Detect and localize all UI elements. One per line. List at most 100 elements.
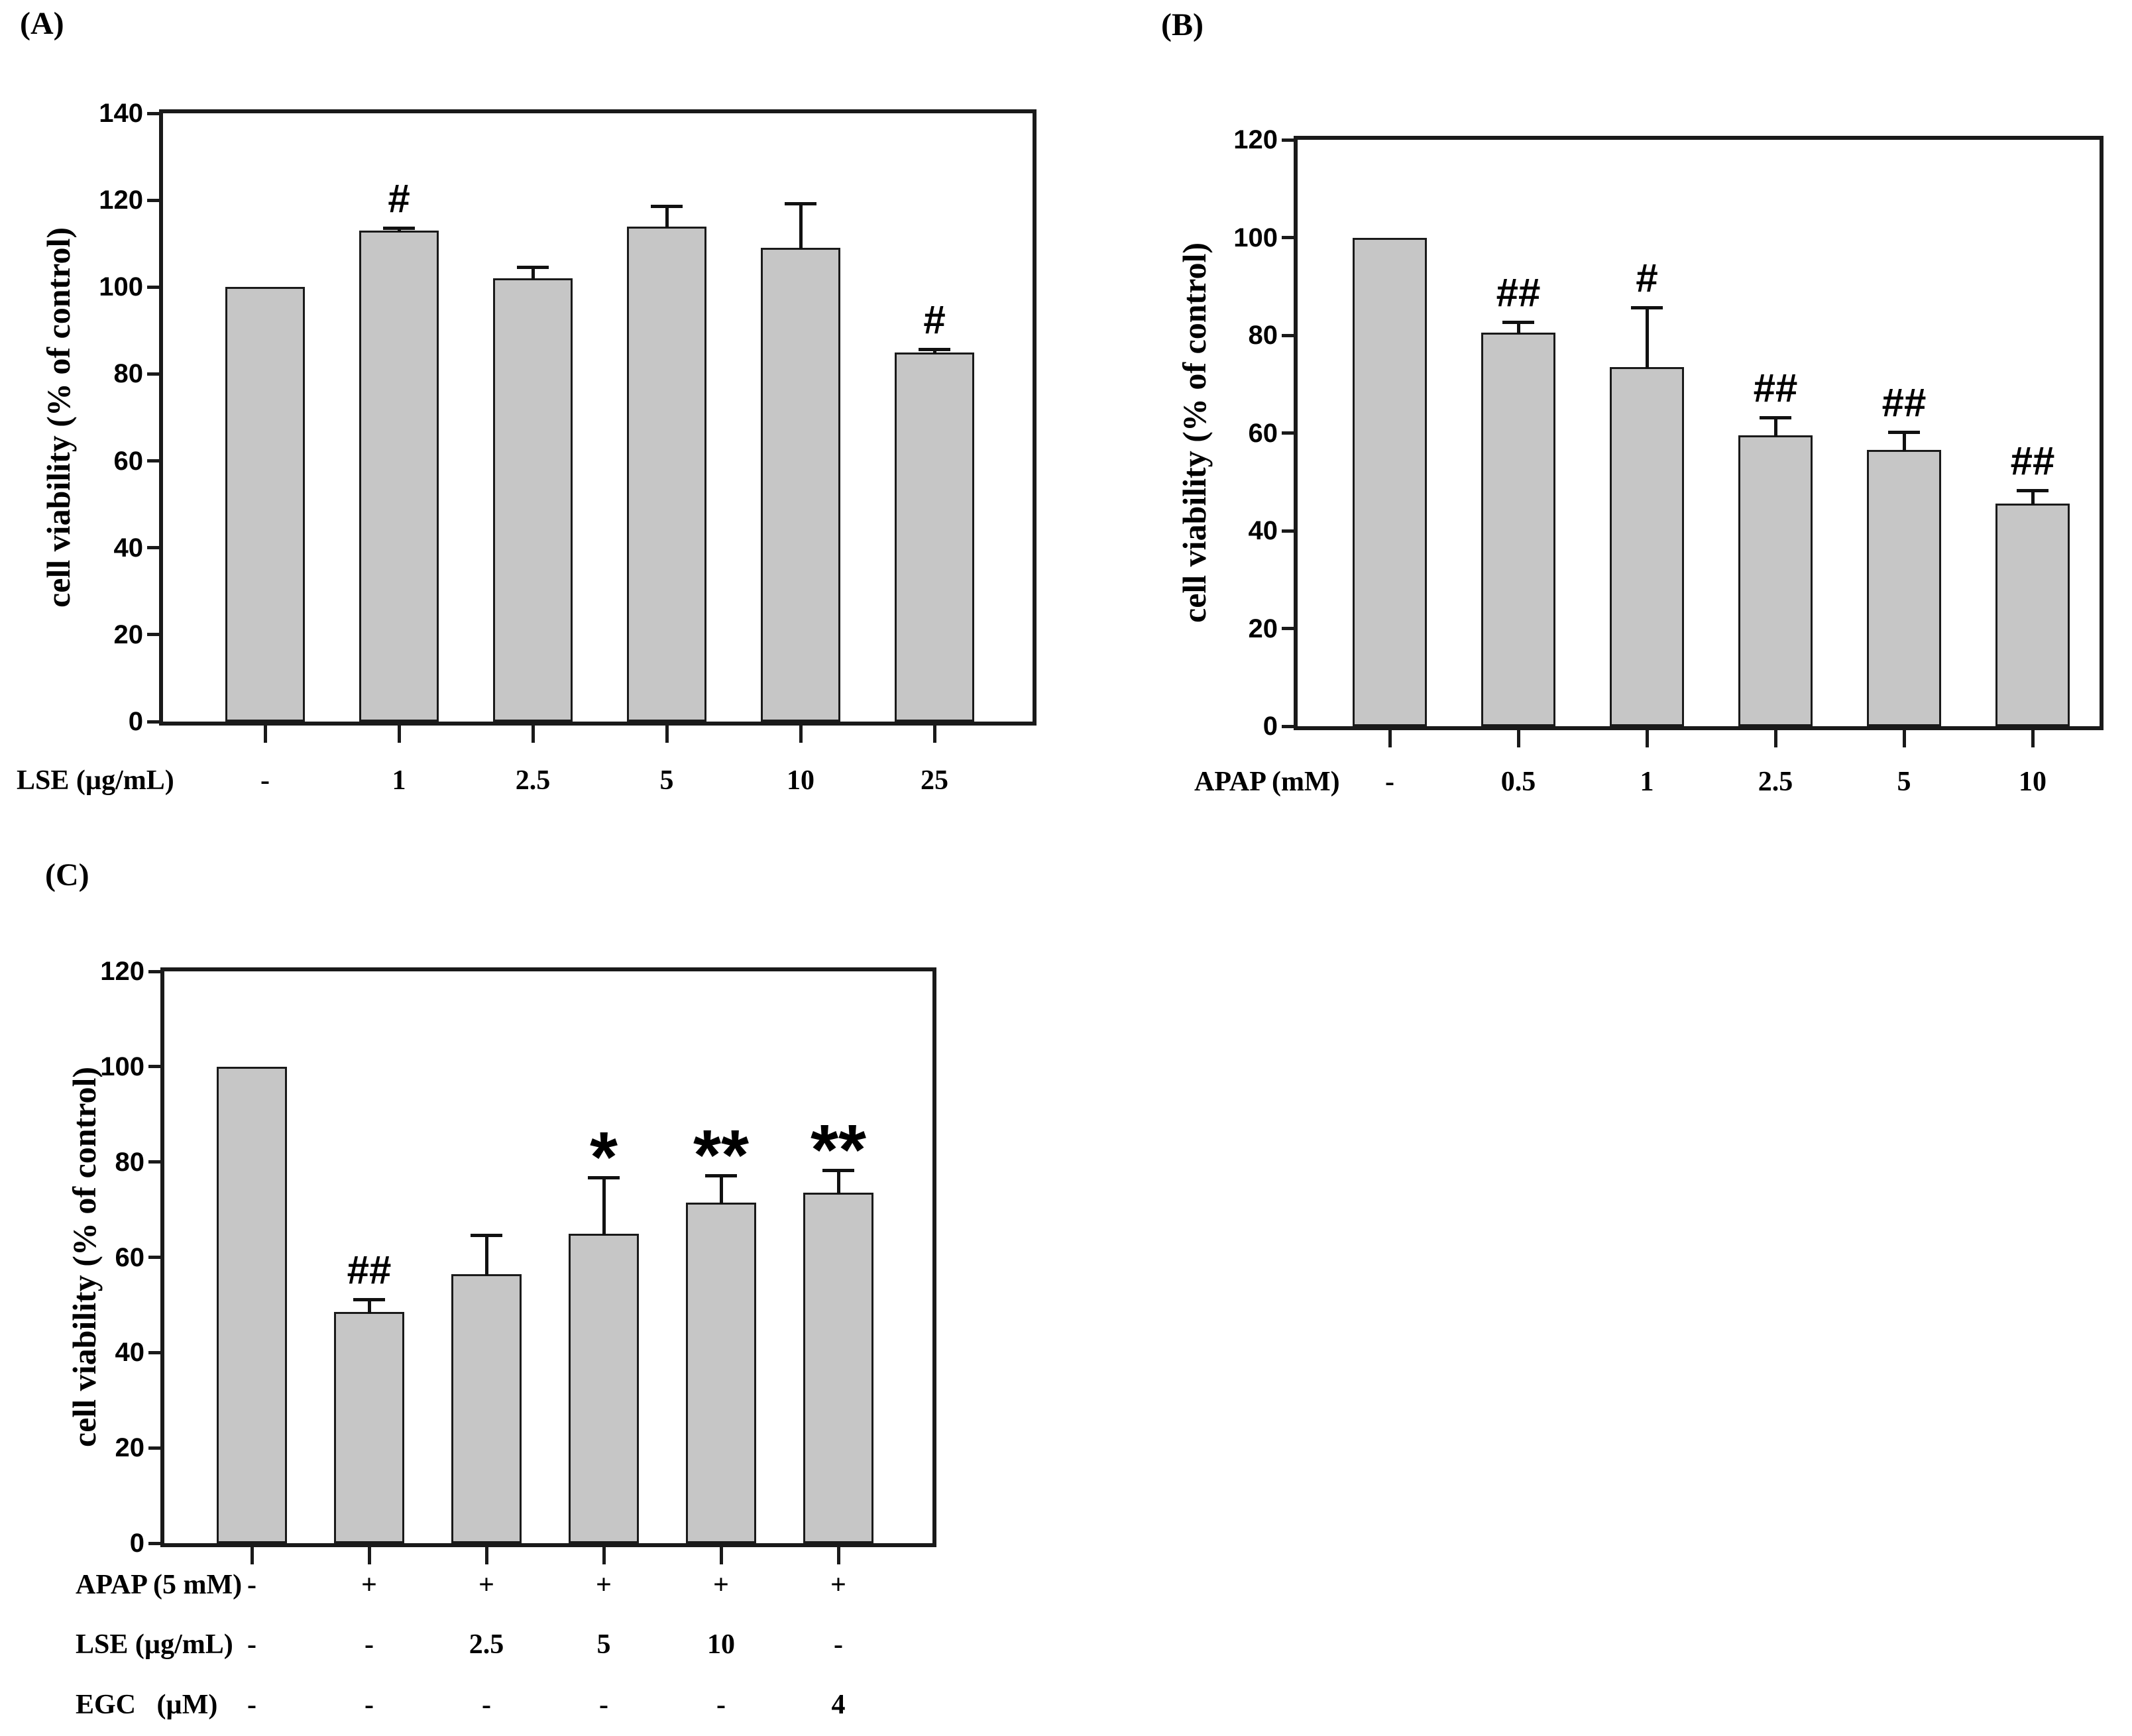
y-tick-label: 120 <box>99 186 143 215</box>
x-tick <box>602 1543 606 1564</box>
error-bar-cap <box>785 202 816 206</box>
x-category-label: - <box>247 1570 256 1600</box>
y-tick-label: 80 <box>113 359 144 389</box>
y-tick-label: 120 <box>100 957 144 986</box>
significance-label: ## <box>1753 365 1798 410</box>
x-tick <box>1388 726 1392 747</box>
y-tick-label: 60 <box>1248 418 1278 448</box>
x-tick <box>531 722 535 743</box>
y-tick <box>147 459 159 463</box>
error-bar-cap <box>651 204 683 208</box>
y-tick-label: 20 <box>1248 614 1278 643</box>
significance-label: # <box>923 298 946 343</box>
x-axis-row: EGC (µM) - - - - -4 <box>0 1681 2132 1729</box>
x-category-label: - <box>247 1690 256 1720</box>
error-bar <box>719 1173 723 1204</box>
significance-label: * <box>589 1116 618 1197</box>
error-bar <box>367 1297 371 1314</box>
bar <box>627 226 706 722</box>
bar <box>493 278 573 722</box>
error-bar-cap <box>517 265 549 269</box>
panel-a-plot: 0 20 40 60 80 100 120 140 # # <box>99 99 1037 743</box>
x-category-label: - <box>716 1690 726 1720</box>
y-tick-label: 80 <box>1248 321 1278 350</box>
significance-label: ## <box>347 1247 392 1292</box>
bar <box>451 1274 522 1543</box>
y-tick <box>147 285 159 289</box>
x-axis-row-label: EGC (µM) <box>76 1690 218 1720</box>
x-tick <box>484 1543 488 1564</box>
y-tick <box>1282 724 1294 728</box>
x-tick <box>932 722 936 743</box>
bar <box>1738 435 1813 726</box>
x-tick <box>367 1543 371 1564</box>
y-tick-label: 100 <box>1233 223 1278 252</box>
x-category-label: 10 <box>707 1629 735 1660</box>
y-tick <box>1282 138 1294 142</box>
error-bar <box>1645 305 1649 368</box>
panel-c-letter: (C) <box>45 857 89 893</box>
x-axis-row-label: APAP (mM) <box>1194 767 1340 797</box>
y-tick <box>1282 431 1294 435</box>
x-tick <box>719 1543 723 1564</box>
x-axis-row-label: APAP (5 mM) <box>76 1570 243 1600</box>
panel-a-letter: (A) <box>20 6 64 41</box>
y-tick <box>148 1160 160 1164</box>
y-tick <box>148 1446 160 1450</box>
error-bar-cap <box>383 226 415 230</box>
bar <box>569 1233 639 1543</box>
x-category-label: 2.5 <box>515 765 551 796</box>
panel-c-plot: 0 20 40 60 80 100 120 ## * ** ** <box>100 957 936 1564</box>
bar <box>1481 333 1555 726</box>
significance-label: # <box>1636 255 1658 300</box>
x-category-label: - <box>365 1629 374 1660</box>
x-category-label: - <box>599 1690 608 1720</box>
x-category-label: 1 <box>392 765 406 796</box>
bar <box>761 248 840 722</box>
error-bar-cap <box>353 1297 385 1301</box>
bar <box>1610 366 1684 726</box>
y-tick <box>148 1541 160 1545</box>
x-category-label: + <box>596 1570 612 1600</box>
error-bar <box>799 202 803 250</box>
bar <box>1353 237 1427 726</box>
error-bar <box>484 1233 488 1275</box>
x-category-label: 4 <box>831 1690 846 1720</box>
x-category-label: + <box>361 1570 377 1600</box>
error-bar <box>602 1176 606 1235</box>
y-tick <box>1282 236 1294 239</box>
x-category-label: 5 <box>659 765 674 796</box>
y-tick-label: 0 <box>128 707 143 736</box>
y-tick-label: 40 <box>113 533 144 563</box>
y-tick <box>148 1350 160 1354</box>
error-bar-cap <box>822 1169 854 1173</box>
error-bar-cap <box>1631 305 1663 309</box>
significance-label: ## <box>2010 439 2055 484</box>
x-tick <box>1773 726 1777 747</box>
error-bar-cap <box>1888 430 1920 434</box>
x-category-label: 5 <box>596 1629 611 1660</box>
x-axis-row-label: LSE (µg/mL) <box>17 765 174 796</box>
x-category-label: - <box>365 1690 374 1720</box>
x-tick <box>397 722 401 743</box>
y-tick-label: 120 <box>1233 125 1278 154</box>
x-axis-row: LSE (µg/mL) - 1 2.5 5 10 25 <box>0 757 2132 804</box>
x-axis-row: APAP (5 mM) - + + + + + <box>0 1561 2132 1609</box>
x-tick <box>263 722 267 743</box>
y-tick <box>147 633 159 637</box>
x-category-label: + <box>713 1570 729 1600</box>
bar <box>686 1202 756 1543</box>
x-category-label: 10 <box>787 765 814 796</box>
x-category-label: 1 <box>1640 767 1654 797</box>
bar <box>217 1066 287 1543</box>
error-bar <box>2031 489 2035 506</box>
x-category-label: 10 <box>2019 767 2047 797</box>
error-bar-cap <box>1760 415 1791 419</box>
y-tick <box>147 372 159 376</box>
panel-b-letter: (B) <box>1161 7 1204 42</box>
bar <box>895 352 974 722</box>
y-tick-label: 80 <box>115 1147 145 1177</box>
